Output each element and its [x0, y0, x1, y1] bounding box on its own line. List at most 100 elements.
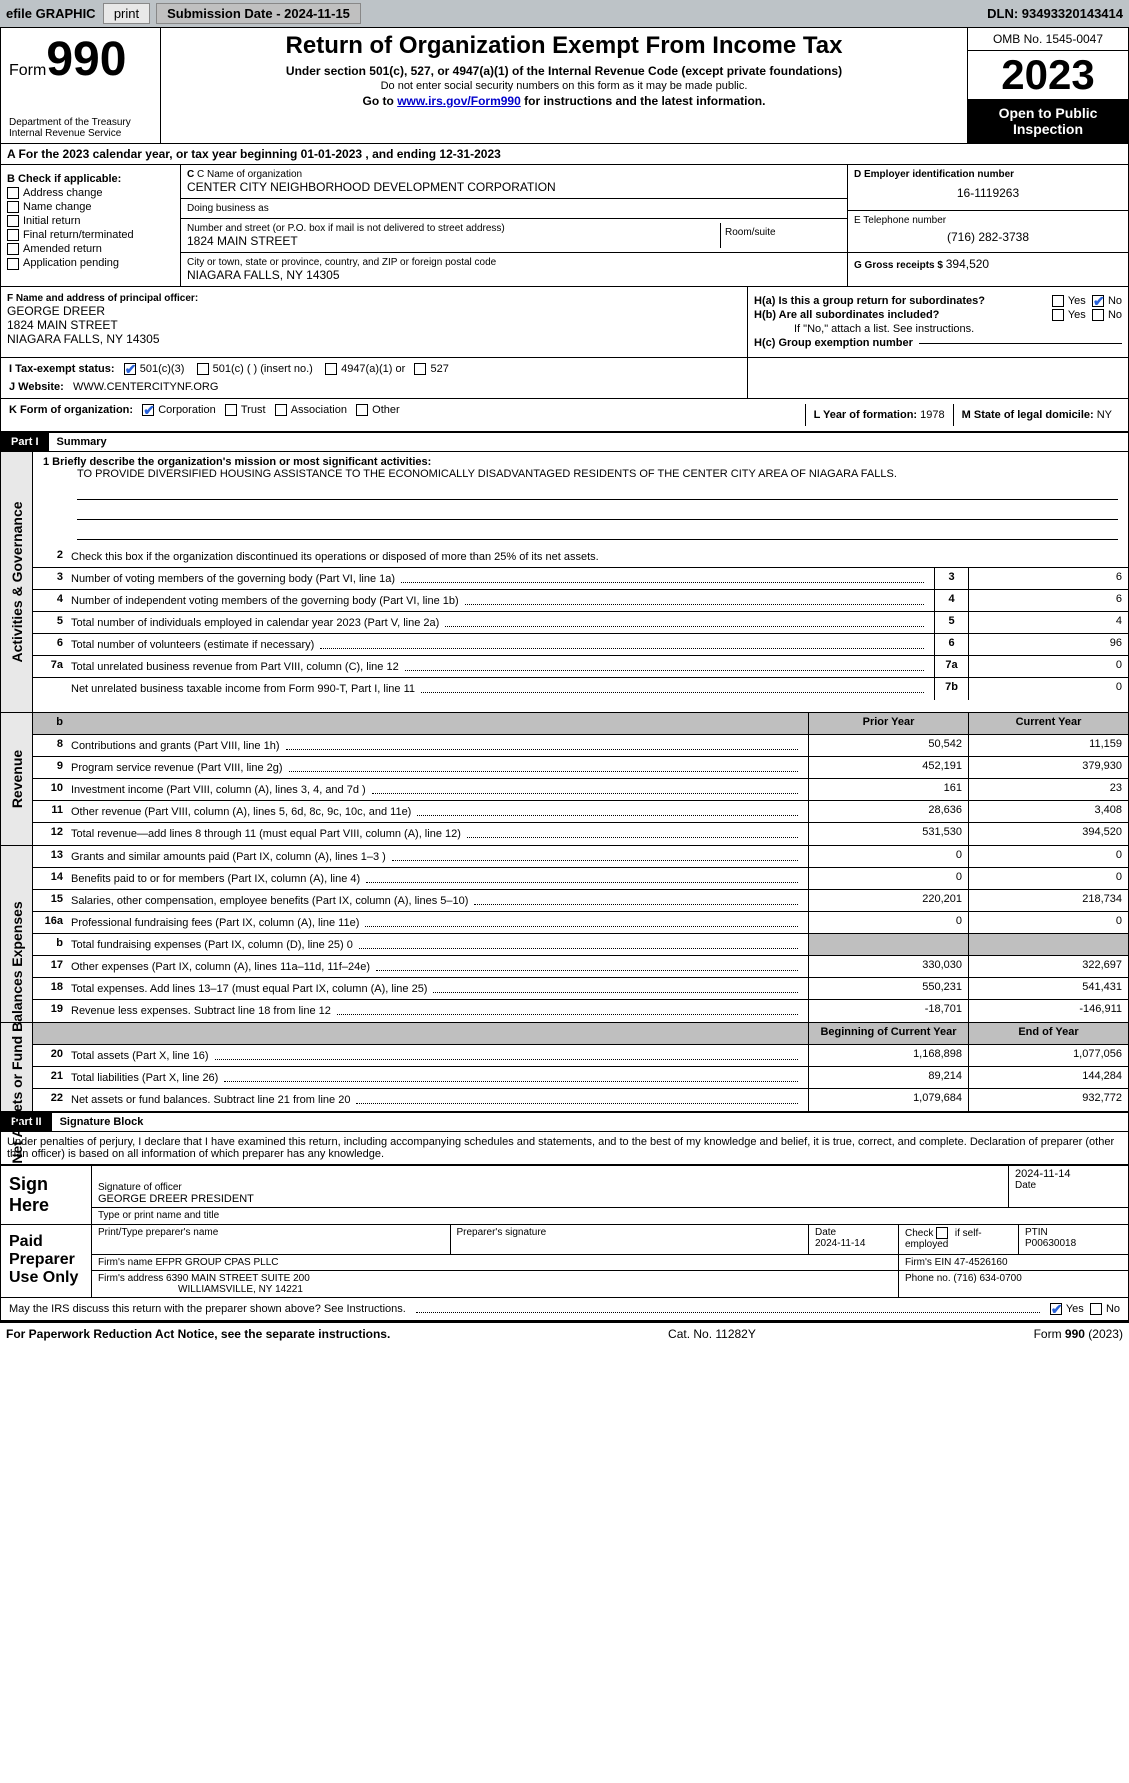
table-row: 12 Total revenue—add lines 8 through 11 … — [33, 823, 1128, 845]
irs-link[interactable]: www.irs.gov/Form990 — [397, 94, 521, 108]
period-begin: 01-01-2023 — [301, 147, 362, 161]
lbl-app-pending: Application pending — [23, 257, 119, 269]
firm-phone: (716) 634-0700 — [953, 1273, 1021, 1284]
ein-val: 16-1119263 — [854, 180, 1122, 206]
hdr-beg: Beginning of Current Year — [808, 1023, 968, 1044]
sign-here-lbl: Sign Here — [1, 1166, 91, 1224]
cb-501c[interactable] — [197, 363, 209, 375]
gov-line: 7a Total unrelated business revenue from… — [33, 656, 1128, 678]
lbl-amended: Amended return — [23, 243, 102, 255]
opt-corp: Corporation — [158, 404, 215, 416]
table-row: 17 Other expenses (Part IX, column (A), … — [33, 956, 1128, 978]
dept-treasury: Department of the Treasury — [9, 117, 152, 128]
cb-self-employed[interactable] — [936, 1227, 948, 1239]
firm-addr1: 6390 MAIN STREET SUITE 200 — [166, 1273, 310, 1284]
cb-trust[interactable] — [225, 404, 237, 416]
dln-label: DLN: 93493320143414 — [987, 6, 1123, 21]
table-row: 16a Professional fundraising fees (Part … — [33, 912, 1128, 934]
prep-date: 2024-11-14 — [815, 1238, 892, 1249]
block-fh: F Name and address of principal officer:… — [1, 287, 1128, 358]
ptin-val: P00630018 — [1025, 1238, 1122, 1249]
period-end: 12-31-2023 — [439, 147, 500, 161]
table-row: 14 Benefits paid to or for members (Part… — [33, 868, 1128, 890]
open-public: Open to Public Inspection — [968, 99, 1128, 143]
firm-name: EFPR GROUP CPAS PLLC — [155, 1257, 278, 1268]
netassets-section: Net Assets or Fund Balances Beginning of… — [1, 1023, 1128, 1112]
lbl-initial-return: Initial return — [23, 215, 80, 227]
cb-amended[interactable] — [7, 243, 19, 255]
cb-4947[interactable] — [325, 363, 337, 375]
sig-type-lbl: Type or print name and title — [92, 1208, 1128, 1223]
hdr-prior: Prior Year — [808, 713, 968, 734]
cb-initial-return[interactable] — [7, 215, 19, 227]
cb-assoc[interactable] — [275, 404, 287, 416]
officer-addr2: NIAGARA FALLS, NY 14305 — [7, 332, 741, 346]
room-lbl: Room/suite — [725, 227, 837, 238]
mission-text: TO PROVIDE DIVERSIFIED HOUSING ASSISTANC… — [77, 468, 1118, 480]
print-button[interactable]: print — [103, 3, 150, 24]
cb-hb-no[interactable] — [1092, 309, 1104, 321]
part1-body: Activities & Governance 1 Briefly descri… — [1, 452, 1128, 713]
cb-other[interactable] — [356, 404, 368, 416]
addr-lbl: Number and street (or P.O. box if mail i… — [187, 223, 720, 234]
cb-corp[interactable] — [142, 404, 154, 416]
page-footer: For Paperwork Reduction Act Notice, see … — [0, 1323, 1129, 1345]
opt-501c: 501(c) ( ) (insert no.) — [213, 363, 313, 375]
cb-ha-yes[interactable] — [1052, 295, 1064, 307]
form-990: Form990 Department of the Treasury Inter… — [0, 27, 1129, 1323]
footer-left: For Paperwork Reduction Act Notice, see … — [6, 1327, 390, 1341]
hc-lbl: H(c) Group exemption number — [754, 337, 913, 349]
officer-lbl: F Name and address of principal officer: — [7, 293, 198, 304]
org-name-lbl: C Name of organization — [197, 169, 302, 180]
gross-lbl: G Gross receipts $ — [854, 260, 946, 271]
footer-right: Form 990 (2023) — [1034, 1327, 1123, 1341]
cb-discuss-yes[interactable] — [1050, 1303, 1062, 1315]
dba-lbl: Doing business as — [187, 203, 841, 214]
tax-status-lbl: I Tax-exempt status: — [9, 363, 115, 375]
firm-phone-lbl: Phone no. — [905, 1273, 953, 1284]
cb-app-pending[interactable] — [7, 258, 19, 270]
formation-val: 1978 — [920, 409, 944, 421]
lbl-name-change: Name change — [23, 201, 92, 213]
block-h: H(a) Is this a group return for subordin… — [748, 287, 1128, 357]
cb-ha-no[interactable] — [1092, 295, 1104, 307]
declaration-text: Under penalties of perjury, I declare th… — [1, 1132, 1128, 1164]
hdr-end: End of Year — [968, 1023, 1128, 1044]
cb-address-change[interactable] — [7, 187, 19, 199]
part2-title: Signature Block — [52, 1113, 152, 1131]
efile-label: efile GRAPHIC — [6, 6, 96, 21]
discuss-lbl: May the IRS discuss this return with the… — [9, 1303, 406, 1315]
firm-ein: 47-4526160 — [954, 1257, 1007, 1268]
sig-date-lbl: Date — [1015, 1180, 1122, 1191]
table-row: 10 Investment income (Part VIII, column … — [33, 779, 1128, 801]
ha-lbl: H(a) Is this a group return for subordin… — [754, 295, 985, 307]
revenue-section: Revenue b Prior Year Current Year 8 Cont… — [1, 713, 1128, 846]
table-row: 9 Program service revenue (Part VIII, li… — [33, 757, 1128, 779]
cb-hb-yes[interactable] — [1052, 309, 1064, 321]
cb-discuss-no[interactable] — [1090, 1303, 1102, 1315]
part1-title: Summary — [49, 433, 115, 451]
ha-no: No — [1108, 295, 1122, 307]
ha-yes: Yes — [1068, 295, 1086, 307]
cb-final-return[interactable] — [7, 229, 19, 241]
cb-name-change[interactable] — [7, 201, 19, 213]
hb-yes: Yes — [1068, 309, 1086, 321]
form-number: 990 — [46, 33, 126, 86]
lbl-address-change: Address change — [23, 187, 103, 199]
table-row: 20 Total assets (Part X, line 16) 1,168,… — [33, 1045, 1128, 1067]
mission-block: 1 Briefly describe the organization's mi… — [33, 452, 1128, 546]
table-row: b Total fundraising expenses (Part IX, c… — [33, 934, 1128, 956]
block-f: F Name and address of principal officer:… — [1, 287, 748, 357]
header-blocks: B Check if applicable: Address change Na… — [1, 165, 1128, 287]
gov-line: 6 Total number of volunteers (estimate i… — [33, 634, 1128, 656]
hb-lbl: H(b) Are all subordinates included? — [754, 309, 939, 321]
org-name: CENTER CITY NEIGHBORHOOD DEVELOPMENT COR… — [187, 180, 841, 194]
cb-527[interactable] — [414, 363, 426, 375]
row-ij: I Tax-exempt status: 501(c)(3) 501(c) ( … — [1, 358, 1128, 399]
block-b-title: B Check if applicable: — [7, 173, 174, 185]
block-de: D Employer identification number16-11192… — [848, 165, 1128, 286]
cb-501c3[interactable] — [124, 363, 136, 375]
table-row: 21 Total liabilities (Part X, line 26) 8… — [33, 1067, 1128, 1089]
part1-header: Part I Summary — [1, 432, 1128, 452]
firm-ein-lbl: Firm's EIN — [905, 1257, 954, 1268]
